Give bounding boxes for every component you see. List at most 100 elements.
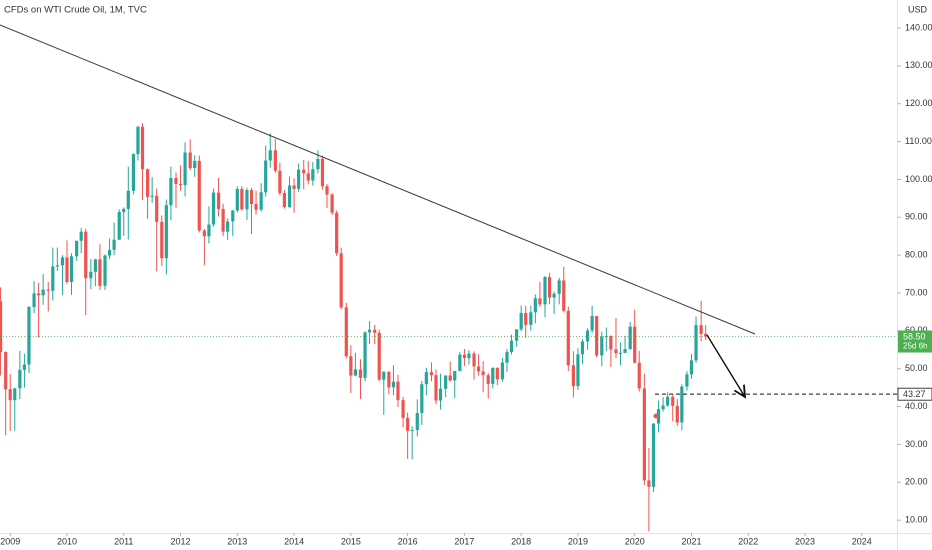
x-tick-label: 2020 bbox=[625, 536, 645, 546]
candle-body bbox=[197, 160, 201, 231]
candle-body bbox=[65, 257, 69, 283]
candle-body bbox=[221, 208, 225, 232]
candle-body bbox=[325, 186, 329, 195]
event-marker[interactable] bbox=[653, 413, 659, 419]
candle-body bbox=[188, 152, 192, 169]
candle-body bbox=[396, 381, 400, 401]
candle-body bbox=[245, 190, 249, 210]
y-tick-label: 40.00 bbox=[905, 401, 928, 411]
x-tick-label: 2016 bbox=[398, 536, 418, 546]
arrow[interactable] bbox=[706, 334, 745, 397]
candle-body bbox=[8, 389, 12, 401]
countdown-label: 25d 6h bbox=[903, 342, 927, 351]
y-tick-label: 120.00 bbox=[905, 98, 932, 108]
candle-body bbox=[377, 332, 381, 380]
x-tick-label: 2012 bbox=[171, 536, 191, 546]
candle-body bbox=[292, 185, 296, 189]
y-tick-label: 50.00 bbox=[905, 363, 928, 373]
candle-body bbox=[302, 169, 306, 174]
y-tick-label: 90.00 bbox=[905, 212, 928, 222]
candle-body bbox=[633, 326, 637, 363]
candle-body bbox=[207, 224, 211, 237]
candle-body bbox=[467, 353, 471, 359]
candle-body bbox=[316, 158, 320, 170]
candle-body bbox=[0, 301, 3, 353]
trend-line[interactable] bbox=[0, 24, 756, 335]
candle-body bbox=[51, 266, 55, 291]
candle-body bbox=[524, 313, 528, 325]
target-box bbox=[897, 387, 932, 401]
candle-body bbox=[160, 221, 164, 259]
x-tick-label: 2014 bbox=[284, 536, 304, 546]
candle-body bbox=[37, 293, 41, 296]
candle-body bbox=[434, 375, 438, 401]
candle-body bbox=[453, 370, 457, 381]
candle-body bbox=[505, 352, 509, 363]
candle-body bbox=[410, 430, 414, 432]
candle-body bbox=[637, 362, 641, 389]
x-tick-label: 2022 bbox=[738, 536, 758, 546]
y-tick-label: 80.00 bbox=[905, 250, 928, 260]
x-tick-label: 2013 bbox=[227, 536, 247, 546]
x-tick-label: 2009 bbox=[0, 536, 20, 546]
candle-body bbox=[32, 293, 36, 308]
candle-body bbox=[585, 330, 590, 342]
candle-body bbox=[600, 336, 604, 356]
chart-title: CFDs on WTI Crude Oil, 1M, TVC bbox=[4, 5, 147, 16]
candle-body bbox=[122, 208, 126, 212]
candle-body bbox=[595, 316, 599, 356]
last-price-label: 58.50 bbox=[903, 331, 926, 341]
candle-body bbox=[557, 280, 561, 294]
candle-body bbox=[566, 310, 570, 366]
candle-body bbox=[562, 280, 566, 311]
candle-body bbox=[571, 365, 575, 387]
candle-body bbox=[27, 307, 31, 365]
y-tick-label: 100.00 bbox=[905, 174, 932, 184]
candle-body bbox=[694, 325, 698, 361]
y-tick-label: 130.00 bbox=[905, 60, 932, 70]
y-tick-label: 110.00 bbox=[905, 136, 932, 146]
candle-body bbox=[41, 289, 45, 296]
x-tick-label: 2024 bbox=[852, 536, 872, 546]
candle-body bbox=[552, 293, 556, 298]
candle-body bbox=[330, 194, 334, 213]
candle-body bbox=[235, 188, 239, 211]
candle-body bbox=[533, 298, 537, 313]
candle-body bbox=[382, 371, 386, 380]
candle-body bbox=[18, 369, 22, 389]
candle-body bbox=[547, 277, 552, 298]
candle-body bbox=[415, 412, 419, 431]
candle-body bbox=[98, 259, 102, 286]
x-tick-label: 2023 bbox=[795, 536, 815, 546]
candle-body bbox=[448, 375, 452, 381]
candle-body bbox=[391, 381, 396, 388]
candle-body bbox=[146, 169, 150, 197]
candle-body bbox=[491, 367, 495, 384]
candle-body bbox=[486, 375, 490, 384]
candle-body bbox=[476, 366, 481, 372]
x-tick-label: 2019 bbox=[568, 536, 588, 546]
candle-body bbox=[117, 211, 121, 240]
candle-body bbox=[481, 371, 485, 376]
candle-body bbox=[107, 249, 112, 256]
candle-body bbox=[231, 210, 235, 222]
y-tick-label: 140.00 bbox=[905, 22, 932, 32]
candle-body bbox=[444, 375, 448, 389]
candle-body bbox=[462, 354, 466, 359]
candle-body bbox=[131, 154, 136, 191]
candle-body bbox=[240, 188, 244, 210]
candle-body bbox=[358, 369, 363, 378]
candle-body bbox=[344, 307, 348, 357]
candle-body bbox=[202, 230, 206, 237]
x-tick-label: 2018 bbox=[511, 536, 531, 546]
candle-body bbox=[401, 400, 405, 418]
candle-body bbox=[424, 372, 428, 385]
candle-body bbox=[543, 277, 547, 305]
candle-body bbox=[226, 221, 230, 232]
candle-body bbox=[13, 388, 17, 401]
candle-body bbox=[406, 417, 410, 431]
x-tick-label: 2017 bbox=[454, 536, 474, 546]
candle-body bbox=[84, 231, 88, 279]
candle-body bbox=[387, 371, 391, 388]
